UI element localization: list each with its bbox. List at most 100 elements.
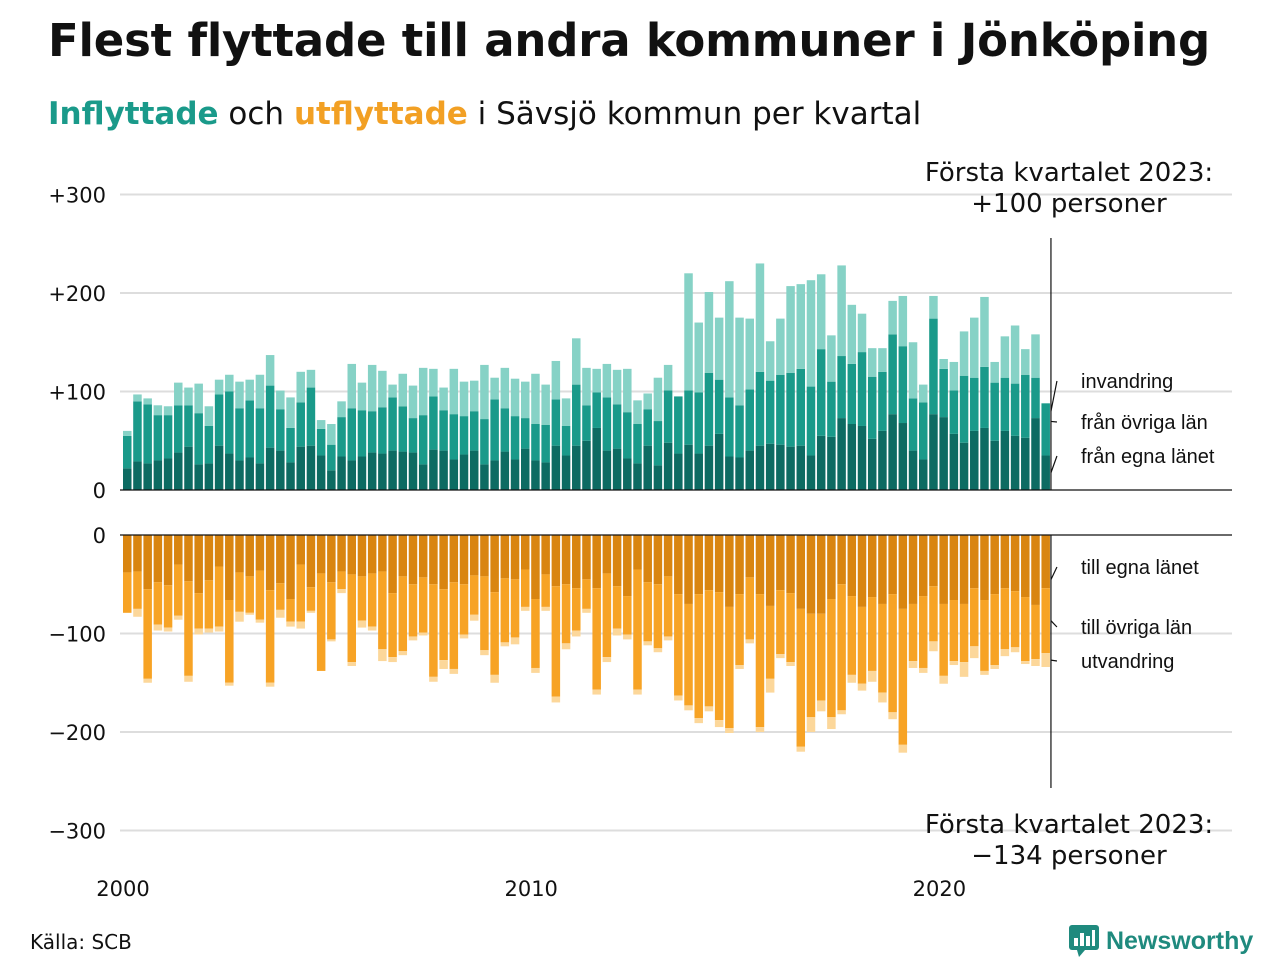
inflow-bar-segment bbox=[939, 368, 948, 418]
inflow-bar-segment bbox=[276, 450, 285, 490]
outflow-bar-segment bbox=[643, 535, 652, 583]
outflow-bar-segment bbox=[847, 596, 857, 675]
inflow-bar-segment bbox=[898, 346, 908, 424]
outflow-bar-segment bbox=[633, 569, 642, 690]
inflow-bar-segment bbox=[225, 374, 234, 392]
inflow-bar-segment bbox=[194, 464, 203, 490]
outflow-bar-segment bbox=[806, 613, 816, 718]
outflow-bar-segment bbox=[561, 584, 571, 644]
inflow-bar-segment bbox=[959, 331, 969, 376]
inflow-bar-segment bbox=[337, 401, 346, 418]
inflow-bar-segment bbox=[531, 424, 540, 461]
outflow-bar-segment bbox=[704, 706, 714, 712]
outflow-bar-segment bbox=[796, 608, 806, 747]
inflow-bar-segment bbox=[378, 407, 387, 454]
inflow-bar-segment bbox=[133, 394, 142, 402]
inflow-bar-segment bbox=[541, 424, 550, 463]
inflow-bar-segment bbox=[776, 318, 785, 375]
outflow-bar-segment bbox=[531, 667, 540, 673]
inflow-bar-segment bbox=[327, 424, 336, 445]
inflow-bar-segment bbox=[296, 371, 305, 403]
inflow-bar-segment bbox=[1000, 377, 1010, 431]
outflow-bar-segment bbox=[694, 718, 703, 724]
inflow-bar-segment bbox=[490, 460, 499, 490]
inflow-bar-segment bbox=[837, 356, 846, 419]
outflow-bar-segment bbox=[776, 590, 785, 655]
series-label-leader bbox=[1050, 380, 1058, 412]
inflow-bar-segment bbox=[418, 415, 428, 465]
y-tick-label: +100 bbox=[48, 381, 106, 405]
grid-lines bbox=[120, 193, 1232, 832]
inflow-bar-segment bbox=[306, 369, 316, 388]
outflow-bar-segment bbox=[418, 632, 428, 636]
inflow-bar-segment bbox=[643, 409, 652, 446]
inflow-bar-segment bbox=[929, 295, 938, 319]
outflow-bar-segment bbox=[816, 700, 826, 712]
outflow-bar-segment bbox=[480, 650, 489, 656]
outflow-bar-segment bbox=[878, 603, 887, 693]
inflow-bar-segment bbox=[500, 451, 510, 490]
inflow-bar-segment bbox=[439, 387, 448, 411]
outflow-bar-segment bbox=[602, 657, 612, 663]
inflow-bar-segment bbox=[194, 413, 203, 465]
inflow-bar-segment bbox=[612, 369, 622, 405]
inflow-bar-segment bbox=[704, 445, 714, 490]
annotation-bottom-line2: −134 personer bbox=[971, 841, 1167, 871]
inflow-bar-segment bbox=[429, 449, 438, 490]
outflow-bar-segment bbox=[684, 603, 693, 706]
outflow-bar-segment bbox=[510, 637, 520, 645]
subtitle-inflow-word: Inflyttade bbox=[48, 96, 219, 132]
inflow-bar-segment bbox=[378, 453, 387, 490]
outflow-bar-segment bbox=[572, 588, 581, 631]
inflow-bar-segment bbox=[765, 443, 775, 490]
outflow-bar-segment bbox=[1010, 591, 1020, 648]
axes bbox=[120, 238, 1232, 788]
inflow-bar-segment bbox=[327, 444, 336, 471]
outflow-bar-segment bbox=[418, 577, 428, 633]
inflow-bar-segment bbox=[469, 411, 479, 451]
outflow-bar-segment bbox=[959, 603, 969, 663]
outflow-bar-segment bbox=[367, 535, 377, 574]
outflow-bar-segment bbox=[153, 582, 163, 625]
inflow-bar-segment bbox=[296, 446, 305, 490]
outflow-bar-segment bbox=[898, 608, 908, 745]
inflow-bar-segment bbox=[908, 398, 918, 451]
inflow-bar-segment bbox=[184, 405, 193, 447]
outflow-bar-segment bbox=[378, 649, 387, 662]
inflow-bar-segment bbox=[184, 446, 193, 490]
outflow-bar-segment bbox=[1041, 588, 1050, 654]
y-tick-label: +200 bbox=[48, 282, 106, 306]
inflow-bar-segment bbox=[796, 445, 806, 490]
outflow-bar-segment bbox=[143, 589, 152, 679]
outflow-bar-segment bbox=[194, 628, 203, 635]
outflow-bar-segment bbox=[796, 746, 806, 752]
outflow-bar-segment bbox=[704, 590, 714, 707]
inflow-bar-segment bbox=[827, 335, 836, 382]
inflow-bar-segment bbox=[612, 404, 622, 449]
outflow-bar-segment bbox=[337, 535, 346, 572]
inflow-bar-segment bbox=[929, 318, 938, 415]
outflow-bar-segment bbox=[184, 581, 193, 676]
outflow-bar-segment bbox=[265, 535, 275, 591]
inflow-bar-segment bbox=[347, 408, 357, 461]
inflow-bar-segment bbox=[143, 404, 152, 464]
outflow-bar-segment bbox=[612, 586, 622, 629]
series-label-leader bbox=[1050, 659, 1058, 662]
series-label: till övriga län bbox=[1081, 617, 1192, 639]
inflow-bar-segment bbox=[684, 390, 693, 445]
outflow-bar-segment bbox=[857, 535, 867, 607]
inflow-bar-segment bbox=[745, 450, 755, 490]
inflow-bar-segment bbox=[816, 349, 826, 436]
x-tick-label: 2010 bbox=[504, 877, 557, 901]
chart-title: Flest flyttade till andra kommuner i Jön… bbox=[48, 14, 1211, 67]
outflow-bar-segment bbox=[837, 535, 846, 585]
outflow-bar-segment bbox=[367, 573, 377, 627]
outflow-bars bbox=[123, 535, 1050, 753]
outflow-bar-segment bbox=[786, 662, 795, 667]
inflow-bar-segment bbox=[1031, 334, 1040, 378]
outflow-bar-segment bbox=[827, 717, 836, 730]
outflow-bar-segment bbox=[520, 535, 530, 570]
inflow-bar-segment bbox=[878, 430, 887, 490]
outflow-bar-segment bbox=[316, 573, 326, 671]
inflow-bar-segment bbox=[153, 460, 163, 490]
